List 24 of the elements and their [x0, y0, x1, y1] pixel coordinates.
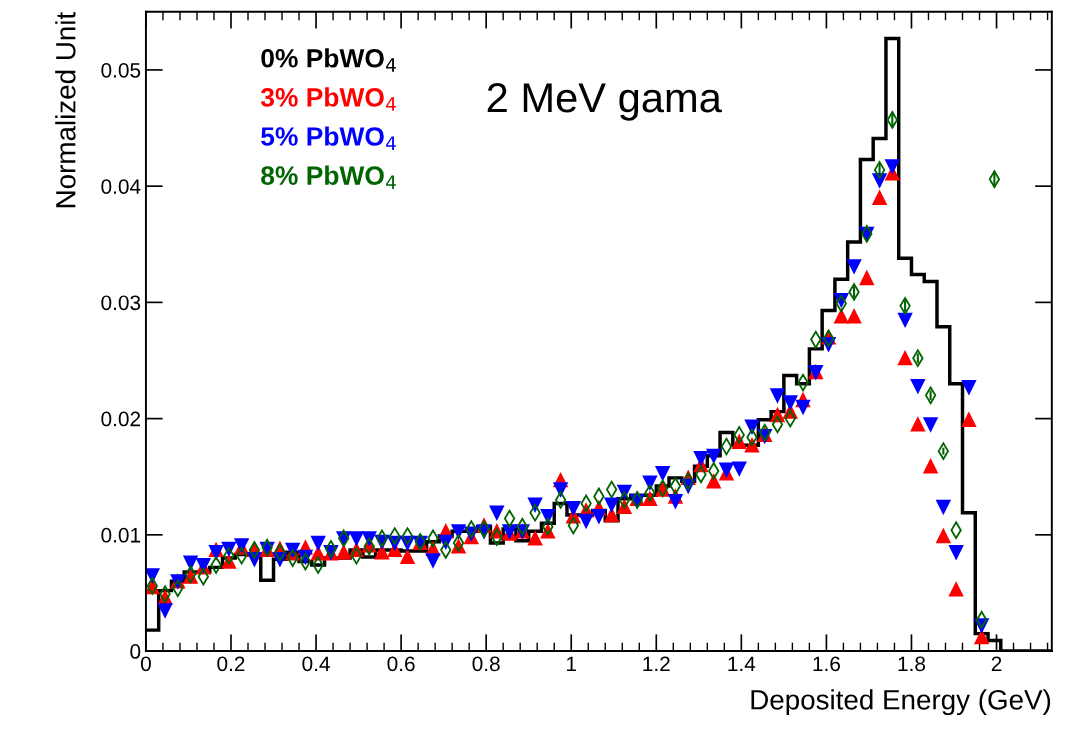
x-tick-label: 1.2 [643, 656, 670, 672]
y-axis-title: Normalized Unit [55, 12, 76, 208]
legend-label: 0% PbWO$_{4}$ [261, 48, 396, 72]
y-tick-label: 0.04 [101, 179, 141, 194]
x-tick-label: 0.6 [387, 656, 415, 672]
text: 3% PbWO$_{4}$ [260, 87, 396, 111]
x-tick-label: 2 [991, 656, 1002, 672]
x-tick-label: 1.4 [728, 656, 756, 672]
x-tick-label: 1.6 [813, 656, 840, 672]
annotation: 2 MeV gama [487, 83, 722, 121]
text: 5% PbWO$_{4}$ [261, 126, 396, 150]
y-tick-label: 0.02 [101, 411, 141, 427]
x-tick-label: 0.8 [472, 656, 500, 672]
x-tick-label: 1 [567, 656, 577, 672]
y-tick-label: 0.03 [101, 295, 141, 311]
y-tick-label: 0.01 [101, 527, 141, 543]
y-tick-label: 0 [130, 644, 141, 659]
x-tick-label: 1.8 [898, 656, 926, 672]
y-tick-label: 0.05 [101, 62, 141, 78]
x-tick-label: 0.2 [217, 656, 245, 672]
x-axis-title: Deposited Energy (GeV) [751, 689, 1051, 716]
text: 8% PbWO$_{4}$ [261, 165, 396, 190]
x-tick-label: 0.4 [302, 656, 330, 672]
x-tick-label: 0 [140, 656, 151, 672]
